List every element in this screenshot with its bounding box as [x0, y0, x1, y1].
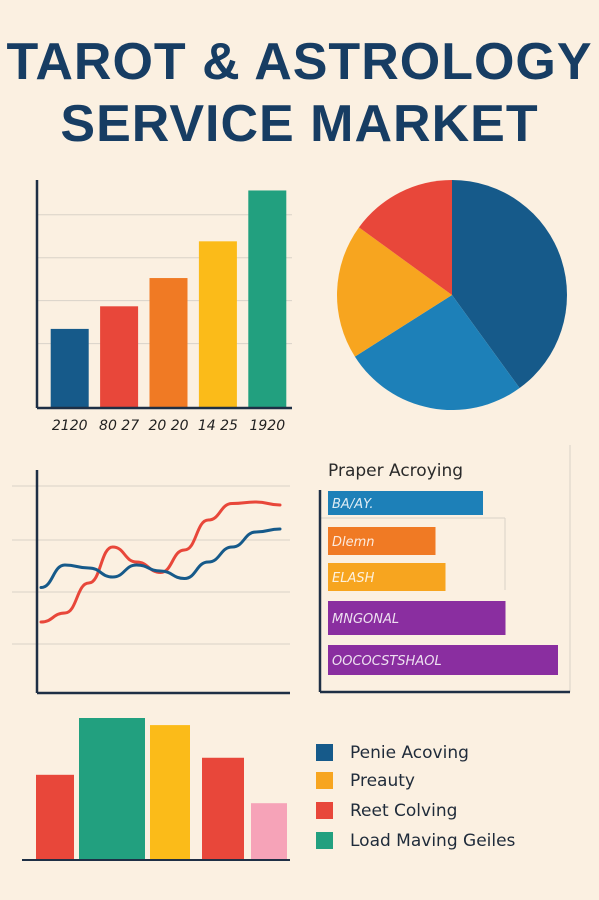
category-label: Dlemn: [332, 535, 375, 550]
bar: [251, 803, 287, 860]
bar: [50, 328, 89, 408]
series-line: [39, 527, 282, 589]
category-label: MNGONAL: [332, 612, 399, 627]
legend-label: Preauty: [350, 771, 415, 791]
x-tick-label: 14 25: [198, 418, 238, 434]
category-label: ELASH: [332, 571, 375, 586]
category-label: OOCOCSTSHAOL: [332, 654, 442, 669]
bar: [202, 757, 244, 860]
pie-slice: [358, 180, 452, 295]
chart-title: Praper Acroying: [328, 461, 463, 481]
legend-swatch: [316, 832, 333, 849]
bar: [150, 725, 190, 860]
legend-swatch: [316, 772, 333, 789]
legend-swatch: [316, 802, 333, 819]
bar: [328, 563, 446, 591]
legend-label: Load Maving Geiles: [350, 831, 516, 851]
page-title-line-1: TAROT & ASTROLOGY: [6, 33, 593, 91]
legend-label: Reet Colving: [350, 801, 457, 821]
page-title-line-2: SERVICE MARKET: [60, 95, 539, 153]
x-tick-label: 80 27: [99, 418, 139, 434]
category-label: BA/AY.: [332, 497, 373, 512]
legend-label: Penie Acoving: [350, 743, 469, 763]
bar: [100, 306, 139, 408]
x-tick-label: 2120: [52, 418, 88, 434]
pie-slice: [337, 227, 452, 357]
legend-swatch: [316, 744, 333, 761]
bar: [79, 718, 145, 860]
pie-slice: [452, 180, 567, 389]
x-tick-label: 20 20: [148, 418, 188, 434]
bar: [328, 527, 436, 555]
bar: [248, 190, 287, 408]
bar: [36, 774, 74, 860]
x-tick-label: 1920: [249, 418, 285, 434]
bar: [198, 241, 237, 408]
bar: [328, 645, 558, 675]
bar: [328, 601, 506, 635]
bar: [149, 278, 188, 408]
bar: [328, 491, 483, 515]
pie-slice: [354, 295, 520, 410]
